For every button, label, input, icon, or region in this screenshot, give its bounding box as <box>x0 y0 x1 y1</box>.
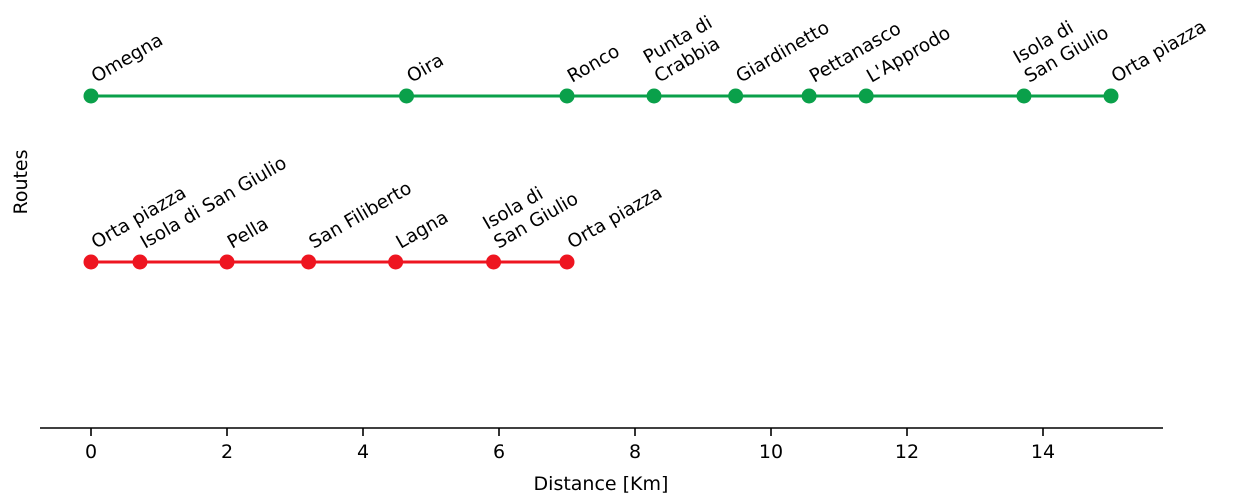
stop-label: Pella <box>224 213 272 253</box>
stop-label: Orta piazza <box>564 182 666 253</box>
x-tick-label: 6 <box>493 441 505 463</box>
x-axis-ticks: 0 2 4 6 8 10 12 14 <box>85 428 1055 463</box>
stop-label-line: Orta piazza <box>564 182 666 253</box>
stop-marker <box>559 88 575 104</box>
stop-marker <box>728 88 744 104</box>
stop-marker <box>83 88 99 104</box>
stop-marker <box>301 254 317 270</box>
stop-label: Lagna <box>393 207 452 253</box>
stop-label: Ronco <box>564 41 623 87</box>
stop-label: Oira <box>404 50 448 88</box>
stop-label-line: Oira <box>404 50 448 88</box>
x-tick-label: 4 <box>357 441 369 463</box>
stop-marker <box>83 254 99 270</box>
stop-marker <box>1016 88 1032 104</box>
stop-marker <box>388 254 404 270</box>
routes-layer: Omegna Oira Ronco Punta diCrabbia Giardinett… <box>83 3 1210 270</box>
stop-marker <box>399 88 415 104</box>
stop-label-line: Lagna <box>393 207 452 253</box>
route-1: Omegna Oira Ronco Punta diCrabbia Giardinett… <box>83 3 1210 104</box>
stop-label: Punta diCrabbia <box>640 12 727 87</box>
stop-marker <box>486 254 502 270</box>
x-tick-label: 8 <box>629 441 641 463</box>
x-axis-label: Distance [Km] <box>534 473 669 495</box>
stop-marker <box>1103 88 1119 104</box>
x-tick-label: 14 <box>1031 441 1055 463</box>
stop-marker <box>219 254 235 270</box>
stop-marker <box>801 88 817 104</box>
stop-marker <box>559 254 575 270</box>
x-tick-label: 12 <box>895 441 919 463</box>
x-tick-label: 0 <box>85 441 97 463</box>
stop-label-line: Pella <box>224 213 272 253</box>
stop-label: Isola diSan Giulio <box>1010 3 1112 87</box>
stop-marker <box>646 88 662 104</box>
stop-marker <box>858 88 874 104</box>
stop-label: Omegna <box>88 30 167 88</box>
x-tick-label: 10 <box>759 441 783 463</box>
x-tick-label: 2 <box>221 441 233 463</box>
stop-label-line: Orta piazza <box>1108 16 1210 87</box>
stop-label: Orta piazza <box>1108 16 1210 87</box>
stop-label-line: Ronco <box>564 41 623 87</box>
stop-label-line: Omegna <box>88 30 167 88</box>
stop-marker <box>132 254 148 270</box>
y-axis-label: Routes <box>10 149 32 214</box>
